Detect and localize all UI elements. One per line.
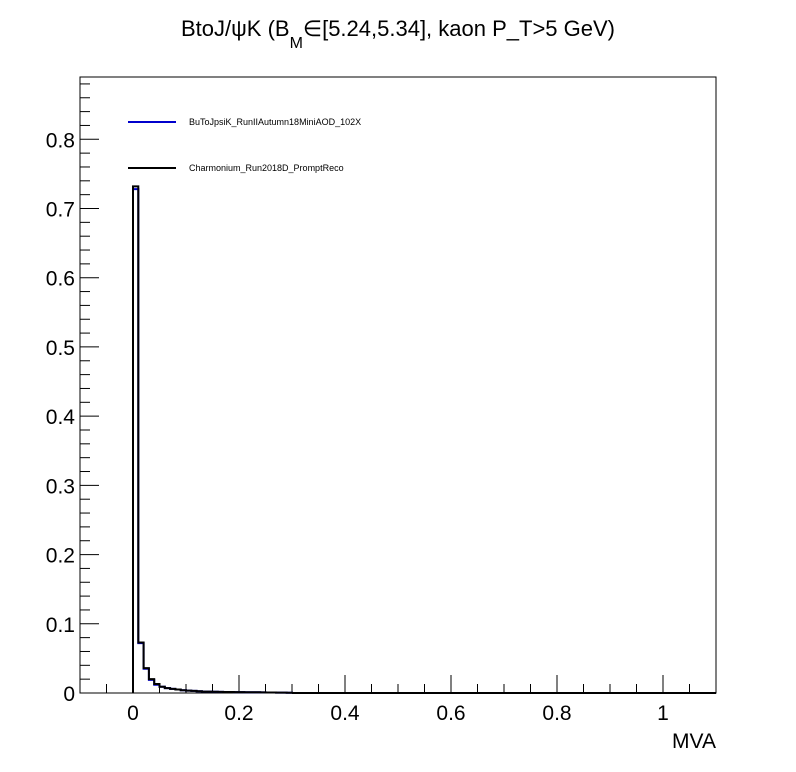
axis-tick-labels: 0 0.2 0.4 0.6 0.8 1 0 0.1 0.2 0.3 0.4 0.5 0.6 0.7 0.8 (46, 129, 669, 725)
y-tick-label: 0.1 (46, 614, 75, 637)
x-axis-title: MVA (672, 730, 716, 753)
histogram-series-0 (132, 188, 293, 694)
legend: BuToJpsiK_RunIIAutumn18MiniAOD_102X Char… (128, 117, 361, 173)
x-tick-label: 0.8 (542, 702, 571, 725)
x-tick-label: 0 (127, 702, 139, 725)
plot-frame (79, 76, 717, 694)
y-tick-label: 0.5 (46, 337, 75, 360)
x-tick-label: 0.6 (436, 702, 465, 725)
legend-label-mc: BuToJpsiK_RunIIAutumn18MiniAOD_102X (189, 117, 361, 127)
chart-title-prefix: BtoJ/ψK (B (181, 16, 290, 41)
chart-title-suffix: ∈[5.24,5.34], kaon P_T>5 GeV) (303, 16, 615, 41)
y-tick-label: 0.7 (46, 199, 75, 222)
y-tick-label: 0.6 (46, 268, 75, 291)
chart-title: BtoJ/ψK (BM∈[5.24,5.34], kaon P_T>5 GeV) (181, 16, 615, 52)
y-tick-label: 0.4 (46, 406, 76, 429)
x-tick-label: 0.4 (330, 702, 360, 725)
y-tick-label: 0.3 (46, 475, 75, 498)
y-tick-label: 0.2 (46, 545, 75, 568)
x-tick-label: 1 (657, 702, 669, 725)
histogram-series-1 (132, 185, 293, 694)
y-tick-label: 0.8 (46, 129, 75, 152)
y-tick-label: 0 (63, 683, 75, 706)
legend-label-data: Charmonium_Run2018D_PromptReco (189, 163, 344, 173)
axis-ticks (79, 83, 717, 694)
x-tick-label: 0.2 (224, 702, 253, 725)
chart-title-subscript: M (290, 35, 303, 52)
histogram-series (132, 185, 716, 694)
